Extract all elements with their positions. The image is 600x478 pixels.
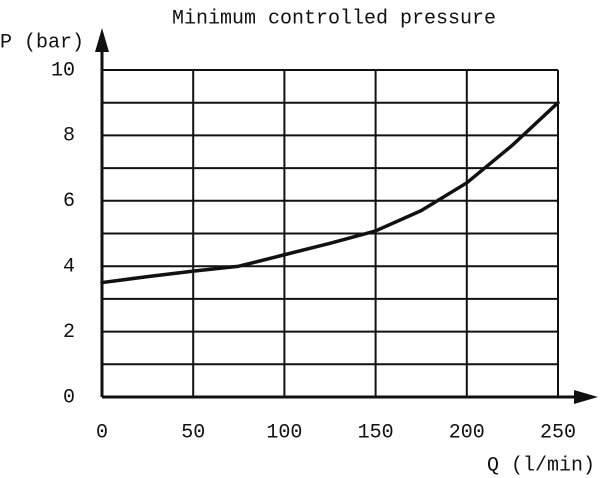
x-tick-label: 200 [449,421,485,444]
y-tick-label: 6 [63,190,75,213]
x-tick-label: 100 [266,421,302,444]
x-tick-label: 250 [540,421,576,444]
curve [100,100,560,285]
y-tick-label: 2 [63,321,75,344]
y-tick-label: 4 [63,255,75,278]
y-axis-arrow [95,28,109,52]
x-tick-label: 150 [358,421,394,444]
y-axis-label: P (bar) [0,31,84,54]
chart-title: Minimum controlled pressure [172,7,496,30]
y-tick-label: 8 [63,125,75,148]
x-axis-label: Q (l/min) [487,454,595,477]
x-axis-arrow [574,390,598,404]
x-tick-label: 50 [181,421,205,444]
y-tick-label: 10 [51,59,75,82]
x-tick-label: 0 [96,421,108,444]
y-tick-label: 0 [63,386,75,409]
